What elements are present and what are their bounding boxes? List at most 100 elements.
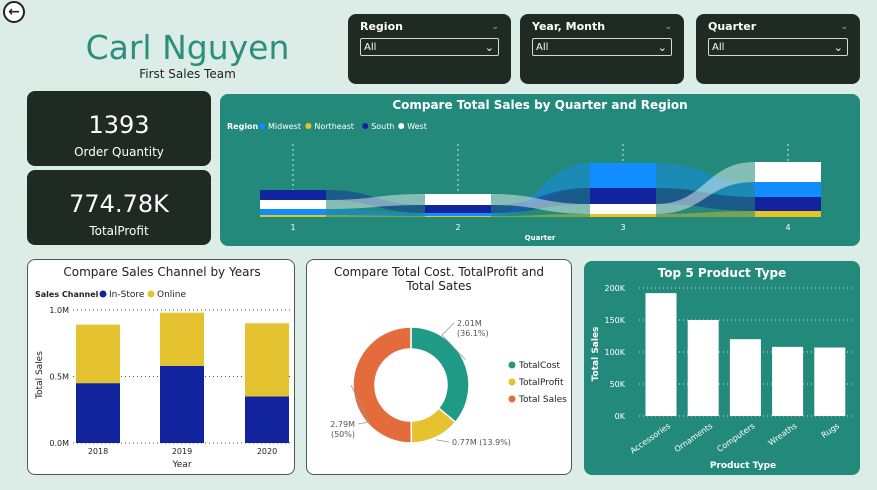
y-tick-label: 150K	[604, 316, 625, 325]
ribbon-bar-segment[interactable]	[590, 204, 656, 214]
y-axis-title: Total Sales	[591, 327, 601, 382]
legend-item[interactable]: TotalCost	[518, 361, 560, 371]
data-label: 2.01M	[457, 319, 482, 328]
ribbon-bar-segment[interactable]	[425, 213, 491, 216]
ribbon[interactable]	[326, 209, 425, 216]
bar[interactable]	[814, 347, 846, 416]
x-tick-label: Ornaments	[673, 421, 715, 454]
ribbon[interactable]	[491, 163, 590, 216]
chevron-down-icon[interactable]: ⌄	[664, 21, 672, 32]
ribbon[interactable]	[491, 188, 590, 213]
ribbon[interactable]	[326, 194, 425, 209]
sales-channel-chart-card: Compare Sales Channel by Years Sales Cha…	[27, 259, 295, 475]
ribbon-bar-segment[interactable]	[425, 216, 491, 217]
ribbon-bar-segment[interactable]	[755, 182, 821, 197]
legend-marker	[362, 123, 369, 129]
sales-channel-chart: Compare Sales Channel by Years Sales Cha…	[35, 265, 290, 470]
ribbon[interactable]	[656, 188, 755, 211]
legend-item[interactable]: TotalProfit	[518, 378, 564, 388]
ribbon[interactable]	[656, 163, 755, 197]
quarter-dropdown[interactable]: All ⌄	[708, 38, 848, 56]
ribbon-bar-segment[interactable]	[755, 197, 821, 211]
year-month-dropdown[interactable]: All ⌄	[532, 38, 672, 56]
cost-profit-sales-chart: Compare Total Cost. TotalProfit and Total…	[330, 265, 567, 447]
y-tick-label: 200K	[604, 284, 625, 293]
ribbon-bar-segment[interactable]	[755, 162, 821, 182]
back-button[interactable]: ←	[3, 1, 25, 23]
legend-marker	[99, 290, 107, 298]
kpi-order-quantity: 1393 Order Quantity	[27, 91, 211, 166]
bar[interactable]	[687, 320, 719, 416]
bar-segment[interactable]	[245, 396, 289, 443]
ribbon[interactable]	[491, 194, 590, 214]
y-axis-title: Total Sales	[35, 351, 45, 400]
chevron-down-icon[interactable]: ⌄	[840, 21, 848, 32]
ribbon-bar-segment[interactable]	[260, 190, 326, 200]
ribbon[interactable]	[326, 190, 425, 213]
legend-item[interactable]: West	[407, 122, 427, 131]
legend-marker	[508, 361, 516, 369]
legend-marker	[305, 123, 312, 129]
ribbon-bar-segment[interactable]	[260, 200, 326, 209]
region-dropdown[interactable]: All ⌄	[360, 38, 499, 56]
legend-item[interactable]: Midwest	[268, 122, 301, 131]
ribbon[interactable]	[491, 214, 590, 217]
page-subtitle: First Sales Team	[139, 67, 236, 81]
x-tick-label: 2020	[257, 447, 277, 456]
cost-profit-sales-chart-card: Compare Total Cost. TotalProfit and Total…	[306, 259, 572, 475]
legend-item[interactable]: Online	[157, 290, 186, 300]
bar-segment[interactable]	[160, 365, 204, 443]
x-tick-label: 2018	[88, 447, 108, 456]
bar[interactable]	[729, 339, 761, 416]
callout-line	[441, 322, 466, 360]
legend-marker	[508, 395, 516, 403]
region-quarter-chart-card: Compare Total Sales by Quarter and Regio…	[220, 94, 860, 246]
ribbon[interactable]	[326, 215, 425, 217]
x-tick-label: Wreaths	[767, 421, 799, 447]
ribbon-bar-segment[interactable]	[755, 211, 821, 217]
chevron-down-icon: ⌄	[484, 40, 494, 54]
donut-slice[interactable]	[410, 326, 470, 424]
x-tick-label: 2	[455, 223, 460, 232]
bar-segment[interactable]	[76, 383, 120, 443]
x-tick-label: 1	[290, 223, 295, 232]
ribbon[interactable]	[656, 162, 755, 214]
chart-title-line-2: Total Sates	[405, 279, 471, 293]
chevron-down-icon[interactable]: ⌄	[491, 21, 499, 32]
x-axis-title: Quarter	[525, 234, 556, 242]
y-tick-label: 1.0M	[49, 306, 69, 315]
ribbon-bar-segment[interactable]	[590, 188, 656, 204]
chevron-down-icon: ⌄	[833, 40, 843, 54]
ribbon-bar-segment[interactable]	[260, 215, 326, 217]
data-label: 0.77M (13.9%)	[452, 438, 511, 447]
ribbon-bar-segment[interactable]	[590, 214, 656, 217]
legend-item[interactable]: Northeast	[314, 122, 354, 131]
legend-item[interactable]: In-Store	[109, 290, 145, 300]
legend-marker	[147, 290, 155, 298]
donut-slice[interactable]	[352, 326, 413, 444]
quarter-slicer-label: Quarter	[708, 20, 757, 33]
page-title: Carl Nguyen	[85, 28, 290, 67]
quarter-slicer: Quarter ⌄ All ⌄	[696, 14, 860, 84]
legend-item[interactable]: South	[371, 122, 394, 131]
ribbon-bar-segment[interactable]	[425, 194, 491, 205]
ribbon-bar-segment[interactable]	[425, 205, 491, 213]
bar-segment[interactable]	[76, 324, 120, 384]
quarter-dropdown-value: All	[712, 41, 725, 53]
x-tick-label: Accessories	[629, 421, 673, 455]
region-slicer-label: Region	[360, 20, 403, 33]
chart-title: Compare Total Sales by Quarter and Regio…	[392, 98, 687, 112]
legend-item[interactable]: Total Sales	[518, 395, 567, 405]
x-tick-label: 2019	[172, 447, 192, 456]
ribbon-bar-segment[interactable]	[260, 209, 326, 215]
bar-segment[interactable]	[245, 323, 289, 397]
bar[interactable]	[645, 293, 677, 416]
ribbon-bar-segment[interactable]	[590, 163, 656, 188]
bar[interactable]	[772, 346, 804, 416]
ribbon[interactable]	[656, 211, 755, 217]
bar-segment[interactable]	[160, 312, 204, 366]
legend-title: Region	[227, 122, 259, 131]
x-tick-label: Computers	[715, 421, 756, 454]
y-tick-label: 0.0M	[49, 439, 69, 448]
y-tick-label: 100K	[604, 348, 625, 357]
